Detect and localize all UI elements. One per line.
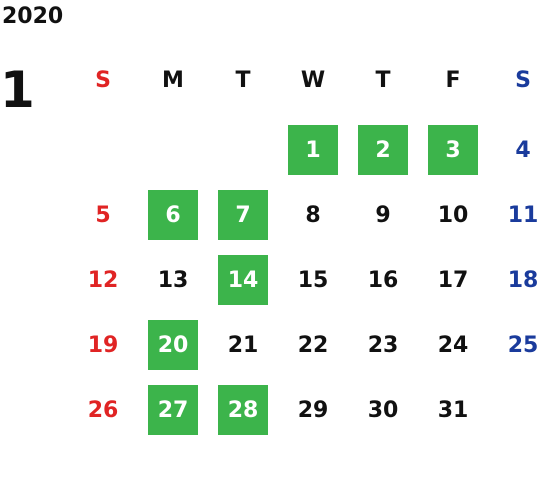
day: 17 (437, 267, 469, 293)
weekday-header: T (375, 67, 391, 93)
weekday-header: S (515, 67, 531, 93)
highlighted-day: 2 (358, 125, 408, 175)
day: 16 (367, 267, 399, 293)
day: 30 (367, 397, 399, 423)
day: 10 (437, 202, 469, 228)
day: 22 (297, 332, 329, 358)
day: 11 (507, 202, 539, 228)
day: 9 (375, 202, 391, 228)
day: 8 (305, 202, 321, 228)
highlighted-day: 1 (288, 125, 338, 175)
weekday-header: W (300, 67, 326, 93)
month: 1 (0, 61, 35, 119)
day: 21 (227, 332, 259, 358)
day: 25 (507, 332, 539, 358)
highlighted-day: 27 (148, 385, 198, 435)
day: 19 (87, 332, 119, 358)
highlighted-day: 7 (218, 190, 268, 240)
highlighted-day: 14 (218, 255, 268, 305)
weekday-header: F (445, 67, 461, 93)
day: 23 (367, 332, 399, 358)
day: 31 (437, 397, 469, 423)
day: 5 (95, 202, 111, 228)
highlighted-day: 6 (148, 190, 198, 240)
day: 4 (515, 137, 531, 163)
day: 15 (297, 267, 329, 293)
day: 29 (297, 397, 329, 423)
weekday-header: T (235, 67, 251, 93)
day: 18 (507, 267, 539, 293)
highlighted-day: 20 (148, 320, 198, 370)
day: 24 (437, 332, 469, 358)
day: 26 (87, 397, 119, 423)
day: 12 (87, 267, 119, 293)
weekday-header: M (162, 67, 184, 93)
highlighted-day: 28 (218, 385, 268, 435)
highlighted-day: 3 (428, 125, 478, 175)
year: 2020 (2, 4, 64, 29)
day: 13 (157, 267, 189, 293)
weekday-header: S (95, 67, 111, 93)
